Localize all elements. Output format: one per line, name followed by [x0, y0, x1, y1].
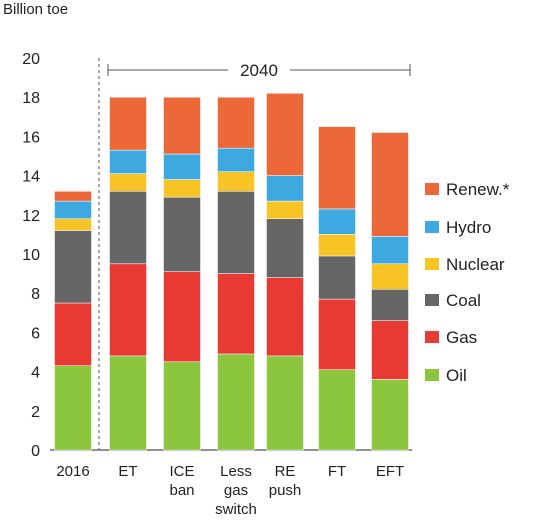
bar-segment-hydro	[54, 200, 92, 219]
legend-swatch	[425, 294, 439, 306]
bar-segment-gas	[266, 277, 304, 357]
category-label: FT	[328, 463, 346, 480]
category-label: switch	[215, 501, 257, 518]
bar-segment-nuclear	[217, 171, 255, 192]
bar-segment-oil	[318, 369, 356, 451]
bar-segment-renew	[266, 93, 304, 176]
bar-segment-coal	[163, 196, 201, 272]
legend-swatch	[425, 331, 439, 343]
bar-segment-renew	[371, 132, 409, 237]
bar-segment-gas	[163, 271, 201, 363]
bar-segment-oil	[371, 379, 409, 451]
bar-segment-renew	[109, 96, 147, 151]
bar-segment-hydro	[266, 175, 304, 202]
category-label: EFT	[376, 463, 404, 480]
bar-segment-nuclear	[266, 200, 304, 219]
bar-segment-oil	[109, 355, 147, 451]
bar-segment-nuclear	[318, 234, 356, 257]
bar-segment-hydro	[217, 147, 255, 172]
bar-segment-coal	[371, 289, 409, 321]
bars	[54, 93, 409, 451]
category-labels: 2016 ET ICE ban Less gas switch RE push FT EFT	[56, 463, 404, 518]
legend-swatch	[425, 183, 439, 195]
legend-label: Renew.*	[446, 180, 510, 199]
bar-segment-gas	[54, 302, 92, 366]
y-tick-label: 10	[22, 247, 40, 264]
legend-label: Oil	[446, 366, 467, 385]
legend-label: Nuclear	[446, 255, 505, 274]
legend-swatch	[425, 369, 439, 381]
bar-segment-coal	[266, 218, 304, 278]
bar-segment-nuclear	[163, 179, 201, 198]
y-tick-label: 2	[31, 404, 40, 421]
legend: Renew.* Hydro Nuclear Coal Gas Oil	[425, 180, 510, 385]
bar-segment-hydro	[318, 208, 356, 235]
legend-label: Coal	[446, 291, 481, 310]
y-axis-ticks: 0 2 4 6 8 10 12 14 16 18 20	[22, 51, 40, 460]
y-tick-label: 20	[22, 51, 40, 68]
category-label: 2016	[56, 463, 89, 480]
bar-segment-oil	[217, 353, 255, 451]
bar-segment-gas	[318, 298, 356, 370]
category-label: ICE	[169, 463, 194, 480]
bar-segment-oil	[54, 365, 92, 451]
category-label: push	[269, 482, 302, 499]
legend-label: Gas	[446, 328, 477, 347]
bar-segment-renew	[54, 191, 92, 202]
y-tick-label: 4	[31, 365, 40, 382]
y-tick-label: 8	[31, 286, 40, 303]
y-tick-label: 0	[31, 443, 40, 460]
bar-segment-coal	[318, 255, 356, 300]
bar-segment-coal	[217, 191, 255, 274]
bar-segment-oil	[266, 355, 304, 451]
category-label: RE	[275, 463, 296, 480]
bar-segment-gas	[217, 273, 255, 355]
bar-segment-nuclear	[371, 263, 409, 290]
category-label: ban	[169, 482, 194, 499]
group-bracket	[107, 64, 411, 76]
bar-segment-hydro	[163, 153, 201, 180]
bar-segment-coal	[54, 230, 92, 304]
y-tick-label: 14	[22, 169, 40, 186]
bar-segment-nuclear	[54, 218, 92, 231]
y-tick-label: 6	[31, 325, 40, 342]
bar-segment-hydro	[109, 149, 147, 174]
bar-segment-oil	[163, 361, 201, 451]
bar-segment-renew	[163, 96, 201, 155]
category-label: Less	[220, 463, 252, 480]
legend-swatch	[425, 221, 439, 233]
bar-segment-gas	[371, 320, 409, 380]
bar-segment-hydro	[371, 236, 409, 265]
bar-segment-nuclear	[109, 173, 147, 192]
legend-swatch	[425, 258, 439, 270]
y-tick-label: 16	[22, 129, 40, 146]
bar-segment-renew	[318, 126, 356, 210]
y-axis-unit-label: Billion toe	[3, 1, 68, 18]
y-tick-label: 18	[22, 90, 40, 107]
legend-label: Hydro	[446, 218, 491, 237]
bar-segment-coal	[109, 191, 147, 265]
bar-segment-renew	[217, 96, 255, 149]
y-tick-label: 12	[22, 208, 40, 225]
category-label: gas	[224, 482, 248, 499]
bar-segment-gas	[109, 263, 147, 357]
group-bracket-label: 2040	[240, 61, 278, 80]
category-label: ET	[118, 463, 137, 480]
